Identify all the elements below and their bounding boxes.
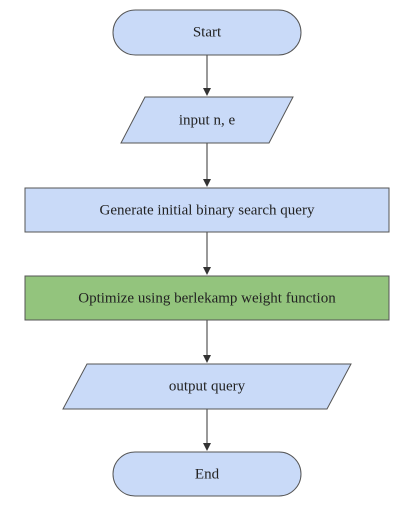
- optimize-node-shape: [24, 275, 390, 321]
- input-node: input n, e: [120, 96, 294, 144]
- input-node-label: input n, e: [179, 112, 236, 128]
- generate-query-node-shape: [24, 187, 390, 233]
- end-node-label: End: [195, 466, 220, 482]
- optimize-node-label: Optimize using berlekamp weight function: [78, 290, 336, 306]
- start-node-label: Start: [193, 24, 222, 40]
- start-node: Start: [112, 9, 302, 56]
- output-node-shape: [62, 363, 352, 410]
- end-node-shape: [112, 451, 302, 497]
- input-node-shape: [120, 96, 294, 144]
- end-node: End: [112, 451, 302, 497]
- generate-query-node-label: Generate initial binary search query: [100, 202, 315, 218]
- optimize-node: Optimize using berlekamp weight function: [24, 275, 390, 321]
- output-node-label: output query: [169, 378, 246, 394]
- start-node-shape: [112, 9, 302, 56]
- output-node: output query: [62, 363, 352, 410]
- generate-query-node: Generate initial binary search query: [24, 187, 390, 233]
